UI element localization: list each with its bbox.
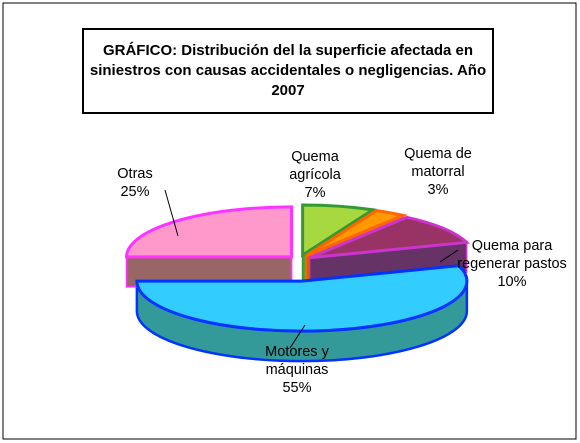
value-label: 7% — [304, 185, 326, 201]
leader-line — [289, 324, 306, 349]
slice-label: Quema agrícola 7% — [280, 148, 350, 202]
category-label: Quema agrícola — [289, 149, 341, 183]
value-label: 10% — [497, 274, 527, 290]
category-label: Quema de matorral — [404, 146, 472, 180]
leader-line — [164, 189, 179, 237]
leader-line — [439, 249, 459, 263]
slice-label: Motores y máquinas 55% — [242, 343, 352, 397]
value-label: 55% — [282, 380, 312, 396]
slice — [135, 264, 469, 333]
value-label: 3% — [427, 182, 449, 198]
slice — [301, 203, 378, 258]
category-label: Quema para regenerar pastos — [457, 238, 567, 272]
slice — [305, 208, 409, 258]
category-label: Otras — [117, 166, 153, 182]
chart-title: GRÁFICO: Distribución del la superficie … — [82, 28, 494, 114]
value-label: 25% — [120, 184, 150, 200]
slice-label: Quema para regenerar pastos 10% — [457, 237, 567, 291]
slice-label: Otras 25% — [100, 165, 170, 201]
slice — [125, 205, 294, 259]
category-label: Motores y máquinas — [265, 344, 329, 378]
slice — [309, 215, 471, 260]
slice-label: Quema de matorral 3% — [388, 145, 488, 199]
